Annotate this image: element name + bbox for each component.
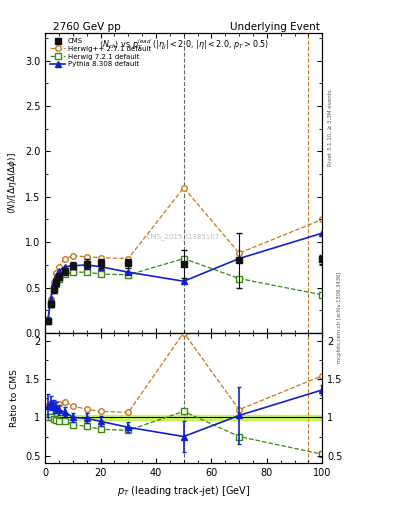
Bar [45, 415, 322, 420]
Text: Underlying Event: Underlying Event [230, 22, 320, 32]
Text: $\langle N_{ch}\rangle$ vs $p_T^{lead}$ ($|\eta_j|<2.0$, $|\eta|<2.0$, $p_T>0.5$: $\langle N_{ch}\rangle$ vs $p_T^{lead}$ … [99, 38, 269, 52]
Text: Rivet 3.1.10, ≥ 3.3M events: Rivet 3.1.10, ≥ 3.3M events [328, 90, 333, 166]
Text: 2760 GeV pp: 2760 GeV pp [53, 22, 121, 32]
Y-axis label: Ratio to CMS: Ratio to CMS [10, 369, 19, 427]
X-axis label: $p_T$ (leading track-jet) [GeV]: $p_T$ (leading track-jet) [GeV] [117, 484, 250, 498]
Legend: CMS, Herwig++ 2.7.1 default, Herwig 7.2.1 default, Pythia 8.308 default: CMS, Herwig++ 2.7.1 default, Herwig 7.2.… [49, 37, 153, 69]
Y-axis label: $\langle N\rangle/[\Delta\eta\Delta(\Delta\phi)]$: $\langle N\rangle/[\Delta\eta\Delta(\Del… [6, 152, 19, 214]
Text: CMS_2015_I1385107: CMS_2015_I1385107 [147, 234, 220, 241]
Text: mcplots.cern.ch [arXiv:1306.3436]: mcplots.cern.ch [arXiv:1306.3436] [337, 272, 342, 363]
